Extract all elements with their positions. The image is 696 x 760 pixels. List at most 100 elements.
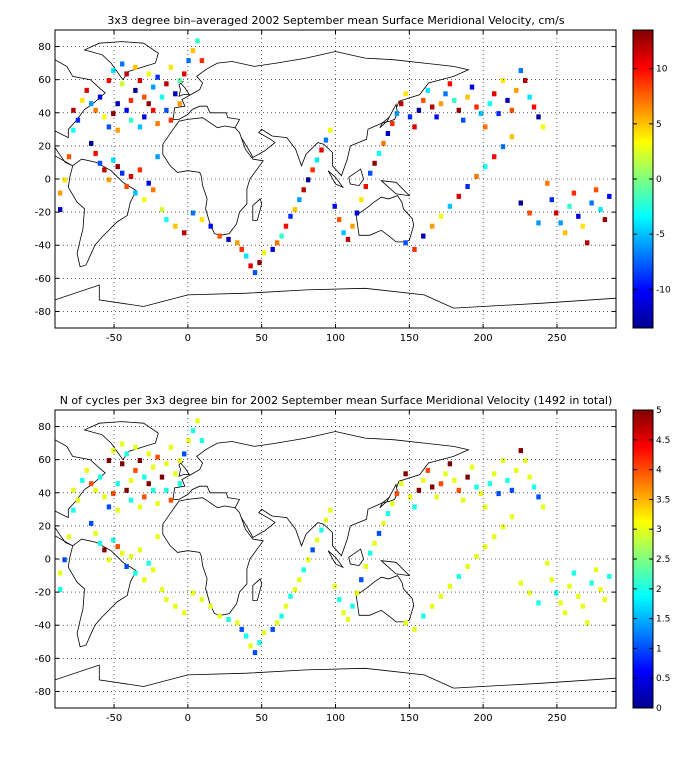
data-cell: [195, 38, 200, 44]
data-cell: [363, 184, 368, 189]
x-tick-label: 0: [185, 713, 191, 724]
data-cell: [120, 441, 125, 447]
data-cell: [465, 564, 470, 569]
data-cell: [115, 127, 120, 133]
data-cell: [438, 481, 444, 487]
data-cell: [438, 593, 444, 599]
data-cell: [354, 210, 360, 216]
data-cell: [430, 484, 435, 490]
landmass: [380, 180, 411, 197]
data-cell: [190, 210, 196, 216]
data-cell: [128, 117, 134, 123]
data-cell: [483, 544, 488, 550]
data-cell: [133, 467, 138, 473]
data-cell: [518, 68, 523, 74]
data-cell: [456, 487, 461, 493]
data-cell: [500, 458, 506, 463]
data-cell: [120, 61, 125, 67]
data-cell: [142, 494, 147, 500]
data-cell: [545, 180, 550, 186]
data-cell: [447, 583, 453, 589]
data-cell: [518, 448, 523, 454]
landmass: [178, 80, 191, 97]
landmass: [380, 560, 411, 577]
data-cell: [345, 236, 351, 242]
data-cell: [337, 217, 342, 223]
data-cell: [124, 451, 129, 457]
y-tick-label: 0: [45, 555, 51, 566]
x-tick-label: 200: [474, 713, 493, 724]
y-tick-label: -40: [35, 241, 51, 252]
data-cell: [456, 573, 461, 579]
data-cell: [399, 481, 404, 487]
data-cell: [288, 593, 293, 599]
data-cell: [314, 157, 320, 163]
x-ticks: -50 0 50 100 150 200 250: [106, 410, 566, 724]
data-cell: [208, 603, 213, 609]
data-cell: [66, 534, 72, 540]
data-cell: [137, 124, 143, 130]
data-cell: [341, 230, 346, 236]
y-tick-label: -80: [35, 307, 51, 318]
data-cell: [593, 187, 599, 193]
landmass: [252, 578, 263, 601]
data-cell: [182, 610, 187, 616]
data-cell: [173, 91, 178, 97]
data-cell: [146, 481, 151, 487]
colorbar-tick-label: 0: [656, 704, 662, 714]
data-cell: [474, 104, 479, 110]
colorbar-tick-label: -5: [656, 230, 665, 240]
data-cell: [128, 97, 134, 103]
data-cell: [474, 554, 479, 559]
data-cell: [527, 94, 532, 100]
data-cell: [571, 570, 577, 576]
data-cell: [483, 504, 488, 510]
data-cell: [306, 557, 311, 563]
data-cell: [159, 94, 165, 100]
data-cell: [159, 207, 165, 213]
data-cell: [412, 626, 417, 632]
x-tick-label: 150: [400, 333, 419, 344]
data-cell: [84, 467, 89, 473]
colorbar-tick-label: -10: [656, 285, 671, 295]
data-cell: [248, 263, 253, 269]
data-cell: [469, 84, 475, 90]
data-cell: [155, 121, 160, 127]
data-cell: [487, 101, 492, 107]
data-cell: [536, 600, 541, 606]
data-cell: [394, 111, 399, 117]
data-cell: [500, 78, 506, 83]
data-cell: [151, 464, 156, 470]
data-cell: [275, 620, 280, 626]
landmass: [178, 460, 191, 477]
data-cell: [425, 467, 430, 473]
data-cell: [106, 177, 112, 183]
data-cell: [279, 613, 284, 619]
data-cell: [474, 174, 479, 179]
data-cell: [120, 550, 125, 556]
data-cell: [62, 557, 67, 563]
landmass: [83, 421, 159, 461]
data-cell: [478, 491, 484, 497]
data-cell: [102, 114, 107, 120]
data-cell: [146, 451, 151, 457]
data-cell: [593, 567, 599, 573]
data-cell: [199, 217, 205, 223]
data-cell: [177, 101, 182, 107]
data-cell: [465, 94, 470, 100]
data-cell: [576, 213, 581, 219]
data-cell: [71, 107, 76, 113]
data-cell: [549, 197, 554, 203]
data-cell: [102, 547, 107, 553]
data-cell: [142, 114, 147, 120]
data-cell: [452, 97, 457, 103]
data-cell: [133, 444, 138, 450]
data-cell: [155, 454, 160, 460]
data-cell: [492, 91, 497, 97]
data-cell: [164, 597, 169, 603]
data-cell: [244, 253, 249, 259]
data-cell: [151, 187, 156, 193]
data-cell: [226, 616, 231, 622]
data-cell: [412, 504, 417, 510]
y-tick-label: 60: [38, 75, 51, 86]
